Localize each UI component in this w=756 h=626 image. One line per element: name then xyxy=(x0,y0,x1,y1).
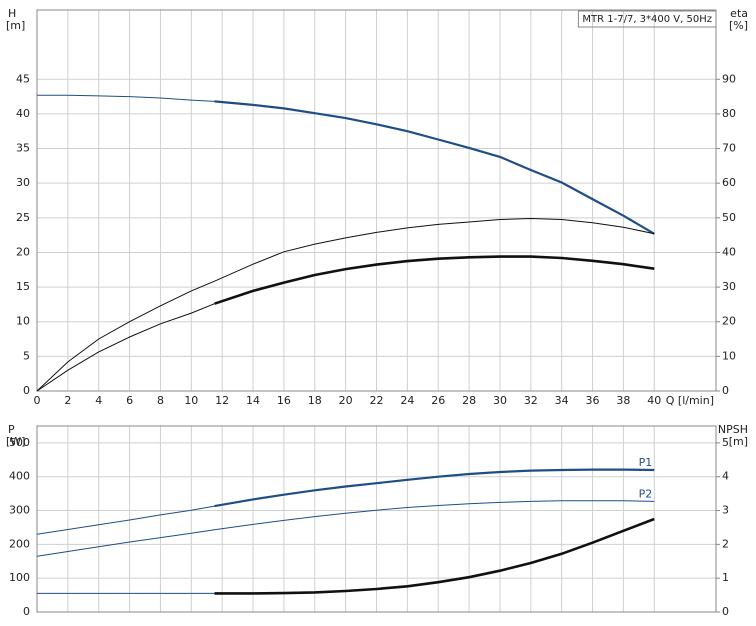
series-line xyxy=(214,517,655,595)
y2-tick-label: 50 xyxy=(722,211,736,224)
x-tick-label: 6 xyxy=(126,394,133,407)
y-tick-label: 100 xyxy=(9,571,30,584)
y-axis-unit: [m] xyxy=(6,19,25,32)
series-line xyxy=(36,303,215,392)
x-tick-label: 28 xyxy=(462,394,476,407)
y2-tick-label: 0 xyxy=(722,384,729,397)
y2-tick-label: 3 xyxy=(722,504,729,517)
y-tick-label: 20 xyxy=(16,245,30,258)
y2-axis-unit: [%] xyxy=(729,19,748,32)
y2-tick-label: 20 xyxy=(722,315,736,328)
y-tick-label: 40 xyxy=(16,107,30,120)
y2-tick-label: 80 xyxy=(722,107,736,120)
y2-tick-label: 90 xyxy=(722,72,736,85)
series-line xyxy=(36,505,215,535)
x-tick-label: 40 xyxy=(647,394,661,407)
y-tick-label: 45 xyxy=(16,72,30,85)
series-label: P1 xyxy=(639,456,653,469)
series-line xyxy=(37,94,215,102)
y-axis-label: H xyxy=(8,7,16,20)
series-line xyxy=(36,217,655,392)
y2-tick-label: 0 xyxy=(722,605,729,618)
series-line xyxy=(214,468,655,508)
x-tick-label: 0 xyxy=(34,394,41,407)
legend-box xyxy=(577,10,717,28)
x-tick-label: 32 xyxy=(524,394,538,407)
x-tick-label: 12 xyxy=(215,394,229,407)
x-tick-label: 14 xyxy=(246,394,260,407)
y2-tick-label: 10 xyxy=(722,349,736,362)
x-tick-label: 8 xyxy=(157,394,164,407)
y2-tick-label: 70 xyxy=(722,142,736,155)
y2-tick-label: 40 xyxy=(722,245,736,258)
y2-tick-label: 1 xyxy=(722,571,729,584)
y-tick-label: 0 xyxy=(23,384,30,397)
plot-frame xyxy=(36,425,717,613)
y-tick-label: 400 xyxy=(9,470,30,483)
legend-title: MTR 1-7/7, 3*400 V, 50Hz xyxy=(582,14,712,25)
y2-tick-label: 2 xyxy=(722,537,729,550)
x-tick-label: 30 xyxy=(493,394,507,407)
series-label: P2 xyxy=(639,487,653,500)
x-tick-label: 2 xyxy=(64,394,71,407)
y-tick-label: 10 xyxy=(16,315,30,328)
y2-tick-label: 5 xyxy=(722,436,729,449)
y2-axis-label: eta xyxy=(730,7,748,20)
y2-axis-label: NPSH xyxy=(718,423,748,436)
y2-tick-label: 30 xyxy=(722,280,736,293)
y-tick-label: 5 xyxy=(23,349,30,362)
x-tick-label: 38 xyxy=(616,394,630,407)
y-tick-label: 0 xyxy=(23,605,30,618)
y-tick-label: 15 xyxy=(16,280,30,293)
y-tick-label: 200 xyxy=(9,537,30,550)
x-tick-label: 34 xyxy=(555,394,569,407)
y-axis-label: P xyxy=(8,423,15,436)
x-tick-label: 18 xyxy=(308,394,322,407)
y-tick-label: 35 xyxy=(16,142,30,155)
y2-tick-label: 60 xyxy=(722,176,736,189)
x-axis-label: Q [l/min] xyxy=(666,394,714,407)
y2-tick-label: 4 xyxy=(722,470,729,483)
x-tick-label: 24 xyxy=(400,394,414,407)
y-tick-label: 25 xyxy=(16,211,30,224)
x-tick-label: 10 xyxy=(184,394,198,407)
y2-axis-unit: [m] xyxy=(729,435,748,448)
plot-frame xyxy=(36,9,717,392)
series-line xyxy=(214,100,655,235)
x-tick-label: 4 xyxy=(95,394,102,407)
series-line xyxy=(214,255,655,305)
y-tick-label: 500 xyxy=(9,436,30,449)
y-axis-unit: [W] xyxy=(6,435,25,448)
x-tick-label: 20 xyxy=(339,394,353,407)
series-line xyxy=(36,500,655,557)
x-tick-label: 22 xyxy=(370,394,384,407)
x-tick-label: 16 xyxy=(277,394,291,407)
y-tick-label: 30 xyxy=(16,176,30,189)
x-tick-label: 36 xyxy=(586,394,600,407)
x-tick-label: 26 xyxy=(431,394,445,407)
y-tick-label: 300 xyxy=(9,504,30,517)
